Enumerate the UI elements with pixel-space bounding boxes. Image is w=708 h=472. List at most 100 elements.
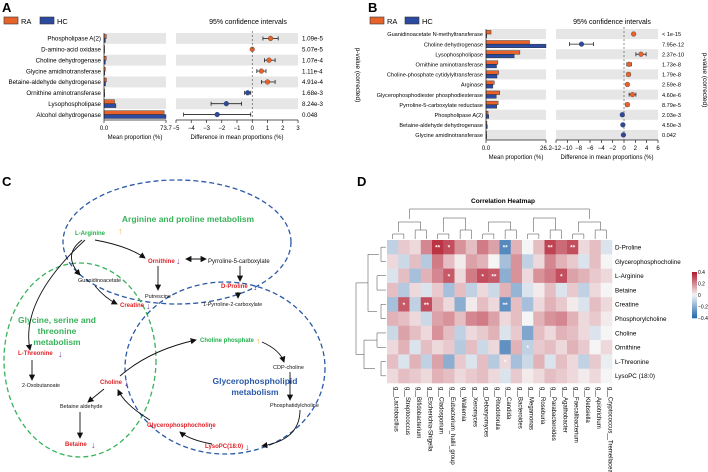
significance-mark: * [448, 273, 451, 280]
column-label: g__Debaryomyces [483, 387, 489, 437]
colorbar-step [692, 277, 697, 280]
significance-mark: * [560, 273, 563, 280]
heatmap-cell [533, 368, 545, 384]
heatmap-cell [578, 268, 590, 284]
heatmap-cell [578, 282, 590, 298]
x-tick-label: 4 [645, 146, 649, 152]
heatmap-cell [522, 268, 534, 284]
legend-ra-label: RA [387, 17, 397, 26]
glycero-title-line1: Glycerophospholipid [212, 376, 297, 386]
dendrogram-branch [355, 282, 368, 355]
x-tick-label: −6 [587, 146, 595, 152]
heatmap-cell [409, 325, 422, 341]
heatmap-cell [409, 354, 422, 369]
heatmap-cell [522, 297, 534, 312]
p-value: 1.11e-4 [302, 68, 323, 75]
x-tick-label: −8 [575, 146, 583, 152]
colorbar-step [692, 285, 697, 288]
significance-mark: ** [491, 273, 497, 280]
reaction-arrow [261, 341, 286, 363]
heatmap-cell [499, 354, 512, 369]
heatmap-cell [510, 340, 523, 355]
hc-bar [103, 103, 117, 108]
heatmap-cell [398, 268, 410, 284]
colorbar-step [692, 316, 697, 319]
ra-bar [485, 80, 495, 85]
node-cdp-choline: CDP-choline [273, 365, 304, 371]
heatmap-cell [499, 268, 512, 284]
x-tick-label: 73.7 [160, 126, 172, 132]
heatmap-cell [544, 268, 557, 284]
column-label: g__Roseburia [539, 387, 545, 425]
colorbar-step [692, 281, 697, 284]
p-value: 8.24e-3 [302, 101, 324, 108]
difference-plot: 1.09e-5 5.07e-5 1.07e-4 1.11e-4 4.91e-4 1.68e… [173, 31, 324, 141]
heatmap-cell [420, 325, 433, 341]
column-dendrogram [392, 208, 607, 239]
legend-ra-swatch [3, 16, 19, 25]
p-value: 1.09e-5 [302, 36, 324, 43]
significance-mark: * [526, 345, 529, 352]
legend-hc-swatch [404, 16, 420, 25]
heatmap-cell [510, 311, 523, 327]
heatmap-cell [533, 354, 545, 369]
ra-bar [485, 100, 499, 105]
x-axis-label: Difference in mean proportions (%) [191, 135, 284, 141]
colorbar-step [692, 293, 697, 296]
ci-title: 95% confidence intervals [573, 19, 651, 26]
heatmap-cell [589, 354, 602, 369]
heatmap-cell [522, 325, 534, 341]
row-band [486, 29, 546, 40]
hc-bar [103, 114, 167, 119]
heatmap-cell [420, 268, 433, 284]
heatmap-cell [555, 311, 568, 327]
p-value: 4.50e-3 [662, 123, 681, 129]
p-value: 5.07e-5 [302, 47, 324, 54]
row-band [486, 89, 546, 100]
row-label: Glycine amidinotransferase [415, 133, 483, 139]
heatmap-cell [600, 297, 613, 312]
diff-point [619, 112, 625, 118]
colorbar-step [692, 272, 697, 275]
heatmap-cell [398, 311, 410, 327]
heatmap-cell [409, 268, 422, 284]
x-tick-label: −2 [218, 126, 226, 132]
heatmap-cell [555, 368, 568, 384]
diff-point [620, 122, 626, 128]
heatmap-cell [443, 311, 455, 327]
heatmap-cell [589, 340, 602, 355]
dendrogram-branch [533, 217, 556, 232]
glycine-title-line3: metabolism [33, 337, 81, 347]
heatmap-cell [420, 297, 433, 312]
hc-bar [485, 43, 547, 48]
row-label: L-Threonine [615, 359, 649, 366]
colorbar-step [692, 295, 697, 298]
x-tick-label: −12 [551, 146, 562, 152]
significance-mark: * [504, 359, 507, 366]
heatmap-cell [589, 254, 602, 269]
row-label: D-Proline [615, 244, 642, 251]
heatmap-cell [544, 240, 557, 255]
heatmap-cell [409, 340, 422, 355]
dendrogram-branch [380, 246, 386, 262]
panel-b-letter: B [368, 0, 377, 15]
heatmap-cell [567, 325, 579, 341]
x-tick-label: 0 [622, 146, 626, 152]
heatmap-cell [465, 282, 478, 298]
reaction-arrow [71, 239, 83, 276]
heatmap-cell [420, 354, 433, 369]
row-band [104, 76, 166, 88]
reaction-arrow [25, 239, 86, 351]
column-label: g__Agathobacter [561, 387, 567, 433]
column-label: g__Bifidobacterium [415, 387, 421, 438]
heatmap-cell [522, 282, 534, 298]
heatmap-cell [387, 340, 399, 355]
column-label: g__Apiotrichum [595, 387, 601, 429]
row-band [104, 98, 166, 110]
p-value: 0.048 [302, 112, 318, 119]
panel-a-letter: A [2, 0, 12, 15]
hc-bar [485, 104, 497, 109]
diff-point [626, 61, 632, 67]
heatmap-cell [567, 368, 579, 384]
heatmap-cell [387, 254, 399, 269]
